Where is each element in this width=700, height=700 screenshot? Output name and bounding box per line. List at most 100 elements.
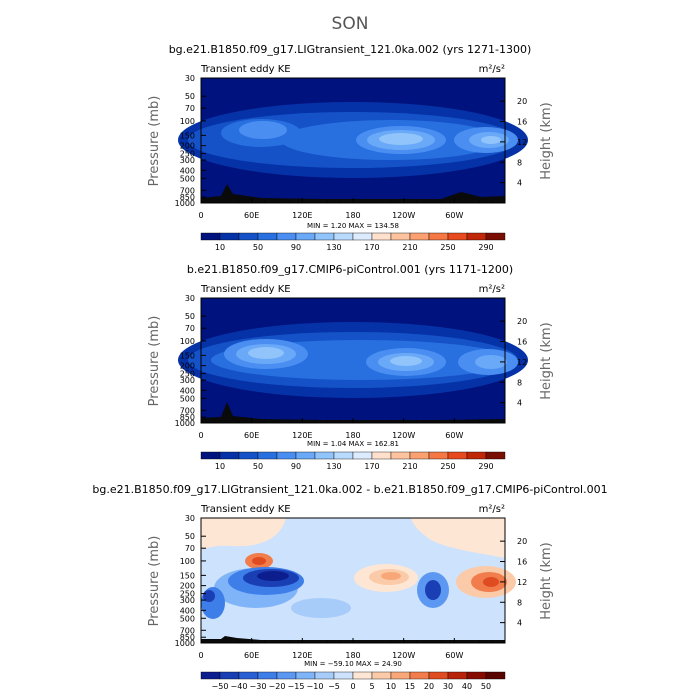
y-right-tick-label: 20 bbox=[517, 97, 527, 106]
colorbar-swatch bbox=[276, 451, 297, 460]
colorbar-swatch bbox=[200, 232, 221, 241]
y-right-tick-label: 16 bbox=[517, 118, 527, 127]
y-tick-label: 50 bbox=[185, 532, 195, 541]
colorbar-label: 50 bbox=[481, 682, 491, 691]
colorbar-swatch bbox=[257, 671, 278, 680]
y-tick-label: 30 bbox=[185, 294, 195, 303]
y-right-tick-label: 8 bbox=[517, 378, 522, 387]
colorbar-label: 30 bbox=[443, 682, 453, 691]
y-tick-label: 50 bbox=[185, 312, 195, 321]
x-tick-label: 60E bbox=[244, 431, 259, 440]
colorbar-swatch bbox=[333, 451, 354, 460]
panel-2-topography bbox=[201, 402, 505, 423]
y-right-tick-label: 12 bbox=[517, 138, 527, 147]
y-tick-label: 200 bbox=[180, 142, 195, 151]
x-tick-label: 180 bbox=[345, 431, 360, 440]
colorbar-swatch bbox=[352, 671, 373, 680]
y-tick-label: 150 bbox=[180, 131, 195, 140]
colorbar-swatch bbox=[466, 451, 487, 460]
y-tick-label: 250 bbox=[180, 590, 195, 599]
y-tick-label: 300 bbox=[180, 596, 195, 605]
y-tick-label: 100 bbox=[180, 557, 195, 566]
x-tick-label: 180 bbox=[345, 651, 360, 660]
y-right-tick-label: 4 bbox=[517, 619, 522, 628]
colorbar-swatch bbox=[257, 232, 278, 241]
panel-1-units: m²/s² bbox=[479, 64, 505, 75]
colorbar-swatch bbox=[466, 232, 487, 241]
colorbar-label: 290 bbox=[478, 462, 493, 471]
panel-2-field-label: Transient eddy KE bbox=[200, 284, 291, 295]
y-tick-label: 70 bbox=[185, 544, 195, 553]
panel-3-contour-band bbox=[252, 557, 266, 565]
y-tick-label: 30 bbox=[185, 514, 195, 523]
colorbar-swatch bbox=[333, 232, 354, 241]
y-tick-label: 250 bbox=[180, 150, 195, 159]
colorbar-swatch bbox=[314, 232, 335, 241]
y-tick-label: 700 bbox=[180, 186, 195, 195]
colorbar-label: 0 bbox=[350, 682, 355, 691]
y-right-tick-label: 12 bbox=[517, 578, 527, 587]
colorbar-swatch bbox=[276, 671, 297, 680]
y-tick-label: 400 bbox=[180, 166, 195, 175]
y-tick-label: 700 bbox=[180, 626, 195, 635]
x-tick-label: 60W bbox=[445, 431, 463, 440]
colorbar-swatch bbox=[219, 451, 240, 460]
colorbar-label: −50 bbox=[212, 682, 229, 691]
colorbar-swatch bbox=[485, 232, 506, 241]
y-right-tick-label: 8 bbox=[517, 158, 522, 167]
colorbar-label: 20 bbox=[424, 682, 434, 691]
panel-2-contour-band bbox=[475, 355, 507, 369]
y-tick-label: 100 bbox=[180, 337, 195, 346]
panel-3-contour-band bbox=[257, 571, 289, 581]
x-tick-label: 180 bbox=[345, 211, 360, 220]
colorbar-label: −5 bbox=[328, 682, 340, 691]
y-tick-label: 500 bbox=[180, 394, 195, 403]
colorbar-label: 90 bbox=[291, 462, 301, 471]
panel-3-contour-band bbox=[201, 518, 286, 550]
x-tick-label: 0 bbox=[198, 431, 203, 440]
colorbar-swatch bbox=[200, 451, 221, 460]
colorbar-swatch bbox=[371, 232, 392, 241]
y-tick-label: 1000 bbox=[175, 639, 195, 648]
colorbar-swatch bbox=[352, 451, 373, 460]
panel-1-ylabel-right: Height (km) bbox=[539, 102, 554, 179]
y-right-tick-label: 4 bbox=[517, 399, 522, 408]
colorbar-swatch bbox=[371, 451, 392, 460]
panel-1-stats: MIN = 1.20 MAX = 134.58 bbox=[307, 222, 399, 230]
panel-3-ylabel-right: Height (km) bbox=[539, 542, 554, 619]
colorbar-label: −30 bbox=[250, 682, 267, 691]
y-right-tick-label: 20 bbox=[517, 317, 527, 326]
colorbar-swatch bbox=[466, 671, 487, 680]
y-tick-label: 70 bbox=[185, 104, 195, 113]
y-tick-label: 1000 bbox=[175, 419, 195, 428]
colorbar-swatch bbox=[238, 232, 259, 241]
panel-1-contour-band bbox=[379, 133, 423, 145]
x-tick-label: 120E bbox=[292, 431, 312, 440]
panel-2-title: b.e21.B1850.f09_g17.CMIP6-piControl.001 … bbox=[187, 263, 513, 276]
x-tick-label: 120W bbox=[392, 211, 415, 220]
colorbar-label: 40 bbox=[462, 682, 472, 691]
panel-2-units: m²/s² bbox=[479, 284, 505, 295]
y-tick-label: 150 bbox=[180, 351, 195, 360]
y-right-tick-label: 16 bbox=[517, 338, 527, 347]
panel-3-plot-area bbox=[201, 518, 516, 643]
x-tick-label: 0 bbox=[198, 211, 203, 220]
colorbar-swatch bbox=[428, 671, 449, 680]
y-tick-label: 850 bbox=[180, 193, 195, 202]
colorbar-label: 130 bbox=[326, 243, 341, 252]
colorbar-swatch bbox=[390, 451, 411, 460]
y-tick-label: 850 bbox=[180, 633, 195, 642]
colorbar-label: 50 bbox=[253, 243, 263, 252]
y-tick-label: 1000 bbox=[175, 199, 195, 208]
x-tick-label: 120W bbox=[392, 651, 415, 660]
y-tick-label: 500 bbox=[180, 614, 195, 623]
y-tick-label: 150 bbox=[180, 571, 195, 580]
colorbar-swatch bbox=[333, 671, 354, 680]
panel-3-contour-band bbox=[291, 598, 351, 618]
x-tick-label: 120W bbox=[392, 431, 415, 440]
panel-1: bg.e21.B1850.f09_g17.LIGtransient_121.0k… bbox=[147, 43, 554, 252]
y-tick-label: 850 bbox=[180, 413, 195, 422]
panel-1-field-label: Transient eddy KE bbox=[200, 64, 291, 75]
y-tick-label: 300 bbox=[180, 376, 195, 385]
colorbar-swatch bbox=[447, 232, 468, 241]
